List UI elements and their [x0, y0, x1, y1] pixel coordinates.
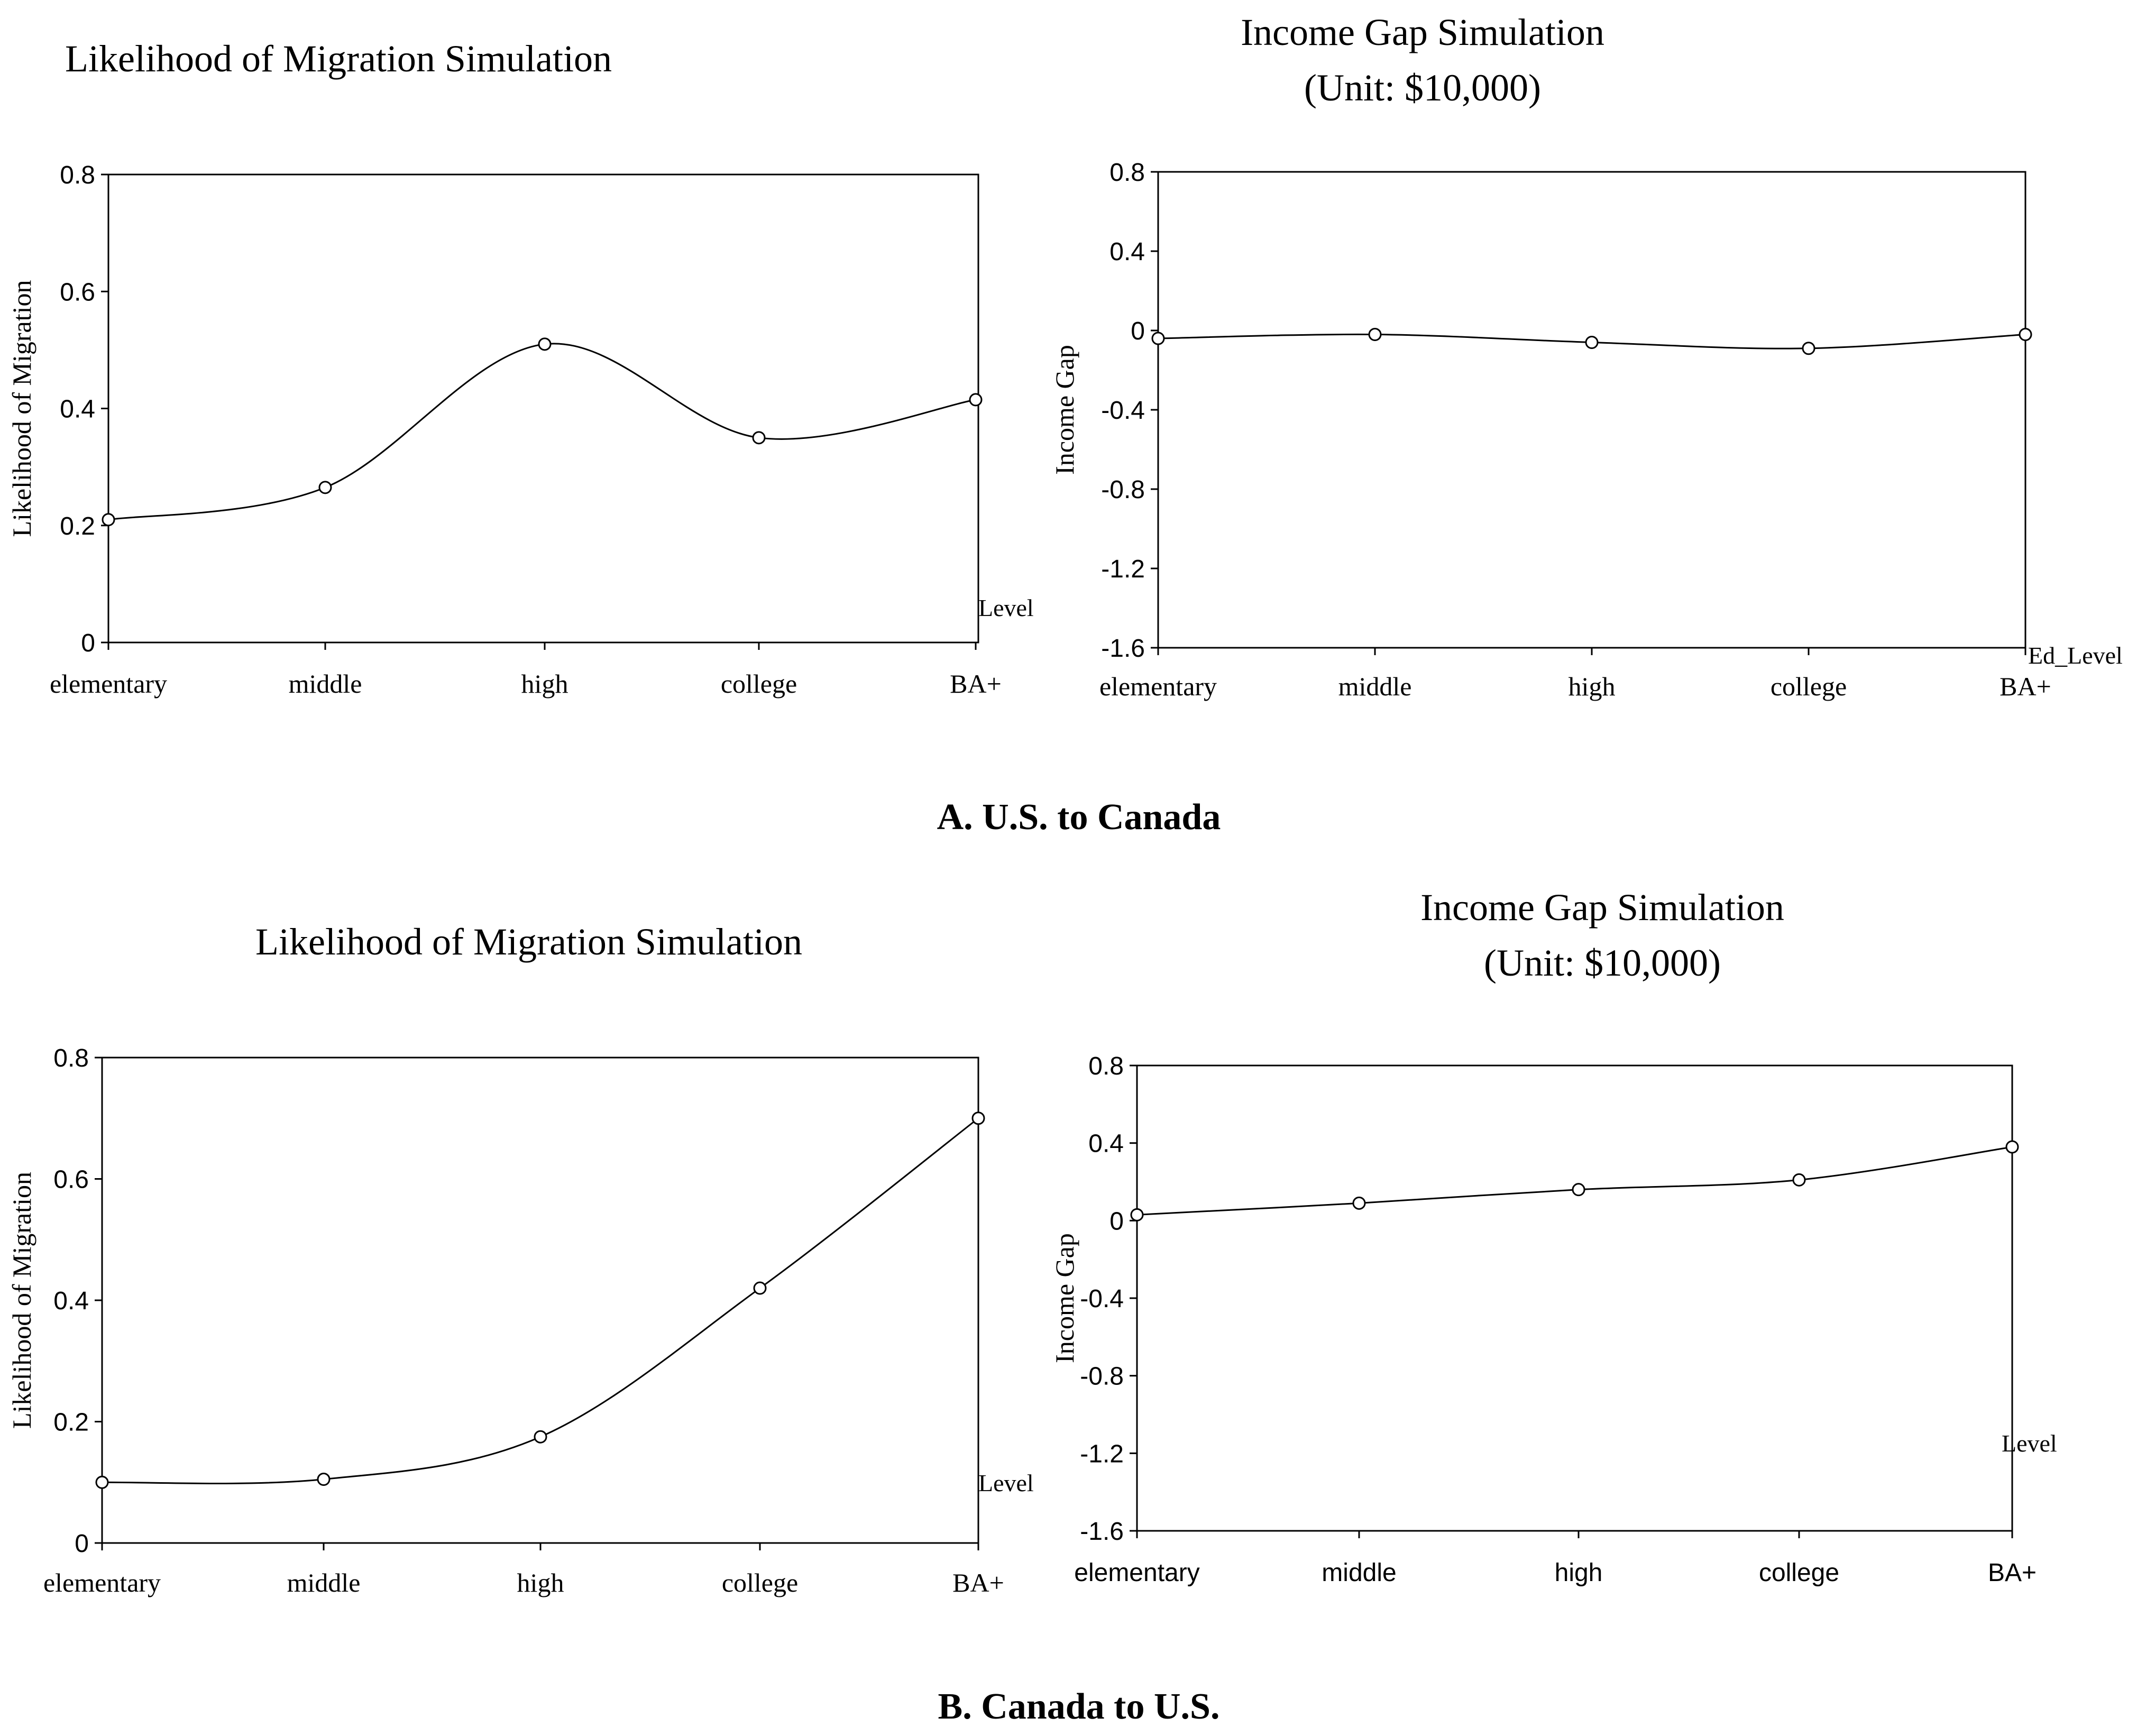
panel-b-income-gap-x-tick-label: middle [1322, 1559, 1396, 1587]
panel-a-income-gap-y-tick-label: -1.6 [1101, 635, 1145, 663]
panel-a-likelihood-data-point [969, 393, 983, 407]
panel-b-likelihood-x-tick-label: college [722, 1568, 798, 1597]
panel-a-likelihood-x-tick-label: middle [289, 669, 362, 699]
panel-b-income-gap-y-tick-label: 0.4 [1088, 1130, 1124, 1158]
panel-b-likelihood-y-axis-label: Likelihood of Migration [7, 1172, 36, 1429]
panel-a-likelihood-x-tick-label: BA+ [950, 669, 1002, 699]
panel-b-income-gap-y-tick-label: -0.4 [1080, 1285, 1124, 1313]
panel-b-income-gap-data-point [2005, 1140, 2019, 1154]
panel-b-caption: B. Canada to U.S. [938, 1686, 1220, 1727]
panel-b-likelihood-x-tick-label: BA+ [952, 1568, 1004, 1597]
panel-a-income-gap-y-tick-label: -0.4 [1101, 397, 1145, 425]
panel-b-income-gap-y-tick-label: -1.2 [1080, 1440, 1124, 1468]
panel-b-likelihood-x-axis-label: Level [978, 1469, 1034, 1496]
panel-a-likelihood-y-tick-label: 0.2 [60, 512, 95, 540]
panel-a-income-gap-x-tick-label: BA+ [2000, 672, 2051, 701]
panel-b-likelihood-data-point [534, 1430, 547, 1444]
panel-b-income-gap-chart: Income Gap Simulation (Unit: $10,000) -1.6… [1050, 886, 2057, 1587]
panel-b-income-gap-plot-frame [1136, 1064, 2013, 1532]
panel-a-income-gap-y-tick-label: -0.8 [1101, 476, 1145, 504]
panel-a-likelihood-x-tick-label: high [521, 669, 568, 699]
panel-b-likelihood-data-point [317, 1473, 331, 1486]
panel-b-income-gap-x-axis-label: Level [2002, 1430, 2057, 1457]
panel-a-likelihood-chart: Likelihood of Migration Simulation 0 0.2 0.… [7, 38, 1034, 699]
panel-a-income-gap-x-tick-label: elementary [1099, 672, 1217, 701]
panel-a-likelihood-x-tick-label: elementary [50, 669, 167, 699]
panel-a-likelihood-y-tick-label: 0.6 [60, 278, 95, 306]
panel-b-income-gap-y-axis-label: Income Gap [1050, 1233, 1079, 1363]
panel-b-income-gap-x-tick-label: college [1759, 1559, 1839, 1587]
panel-b-income-gap-y-tick-label: -1.6 [1080, 1518, 1124, 1546]
panel-a-likelihood-y-tick-label: 0.4 [60, 396, 95, 424]
panel-b-likelihood-plot-frame [101, 1057, 979, 1544]
panel-b-income-gap-data-point [1130, 1208, 1144, 1221]
panel-a-likelihood-title-line: Likelihood of Migration Simulation [65, 38, 612, 80]
panel-b-likelihood-y-tick-label: 0.2 [53, 1409, 89, 1437]
panel-b-income-gap-data-point [1792, 1173, 1806, 1187]
panel-a-likelihood-data-point [102, 513, 115, 527]
panel-b-likelihood-series-line [102, 1117, 979, 1484]
panel-b-income-gap-y-tick-label: 0 [1109, 1207, 1124, 1235]
panel-b-likelihood-y-tick-label: 0.6 [53, 1166, 89, 1194]
panel-a-income-gap-y-tick-label: 0.8 [1109, 159, 1145, 187]
panel-a-income-gap-x-axis-label: Ed_Level [2028, 642, 2123, 669]
panel-b-income-gap-y-tick-label: -0.8 [1080, 1363, 1124, 1391]
panel-a-income-gap-x-tick-label: college [1771, 672, 1847, 701]
panel-a-likelihood-series-line [108, 343, 976, 521]
panel-b-income-gap-x-tick-label: BA+ [1988, 1559, 2037, 1587]
panel-a-likelihood-y-axis-label: Likelihood of Migration [7, 280, 36, 537]
panel-b-likelihood-y-tick-label: 0 [75, 1530, 89, 1558]
panel-a-income-gap-y-tick-label: -1.2 [1101, 555, 1145, 583]
panel-b-income-gap-title-line: (Unit: $10,000) [1484, 942, 1721, 984]
panel-b-income-gap-data-point [1352, 1196, 1366, 1210]
panel-a-income-gap-x-tick-label: middle [1338, 672, 1412, 701]
panel-b-income-gap-y-tick-label: 0.8 [1088, 1052, 1124, 1080]
panel-b-likelihood-x-tick-label: high [517, 1568, 564, 1597]
panel-a-income-gap-data-point [1151, 332, 1165, 345]
panel-b-likelihood-x-tick-label: elementary [43, 1568, 161, 1597]
panel-a-income-gap-data-point [1802, 342, 1815, 355]
panel-a-likelihood-y-tick-label: 0.8 [60, 161, 95, 189]
panel-a-income-gap-title-line: Income Gap Simulation [1241, 11, 1604, 53]
panel-a-income-gap-y-tick-label: 0 [1131, 317, 1145, 345]
panel-a-income-gap-plot-frame [1157, 171, 2026, 649]
panel-a-income-gap-title-line: (Unit: $10,000) [1304, 67, 1541, 109]
panel-b-likelihood-data-point [971, 1112, 985, 1125]
panel-a-likelihood-x-tick-label: college [721, 669, 797, 699]
panel-b-income-gap-x-tick-label: high [1555, 1559, 1603, 1587]
panel-a-likelihood-data-point [538, 337, 552, 351]
panel-b-likelihood-y-tick-label: 0.4 [53, 1287, 89, 1315]
panel-a-income-gap-data-point [2019, 328, 2032, 341]
panel-b-income-gap-data-point [1572, 1183, 1585, 1197]
panel-a-income-gap-chart: Income Gap Simulation (Unit: $10,000) -1.6… [1050, 11, 2123, 701]
panel-b-likelihood-data-point [95, 1475, 109, 1489]
panel-b-likelihood-y-tick-label: 0.8 [53, 1044, 89, 1072]
panel-a-income-gap-data-point [1368, 328, 1382, 341]
panel-b-likelihood-x-tick-label: middle [287, 1568, 361, 1597]
panel-a-income-gap-y-axis-label: Income Gap [1050, 345, 1079, 475]
panel-a-income-gap-x-tick-label: high [1569, 672, 1616, 701]
panel-b-income-gap-x-tick-label: elementary [1074, 1559, 1199, 1587]
panel-b-likelihood-data-point [753, 1281, 767, 1295]
panel-a-likelihood-x-axis-label: Level [978, 594, 1034, 621]
panel-a-income-gap-data-point [1585, 336, 1599, 349]
panel-a-likelihood-data-point [318, 481, 332, 494]
panel-a-likelihood-y-tick-label: 0 [81, 629, 95, 657]
panel-b-likelihood-chart: Likelihood of Migration Simulation 0 0.2 0.… [7, 921, 1034, 1597]
panel-b-likelihood-title-line: Likelihood of Migration Simulation [255, 921, 802, 963]
panel-a-likelihood-plot-frame [107, 173, 979, 644]
panel-b-income-gap-series-line [1136, 1146, 2013, 1216]
panel-a-likelihood-data-point [752, 431, 766, 445]
panel-a-income-gap-y-tick-label: 0.4 [1109, 238, 1145, 266]
panel-b-income-gap-title-line: Income Gap Simulation [1420, 886, 1784, 929]
panel-a-caption: A. U.S. to Canada [937, 797, 1221, 838]
